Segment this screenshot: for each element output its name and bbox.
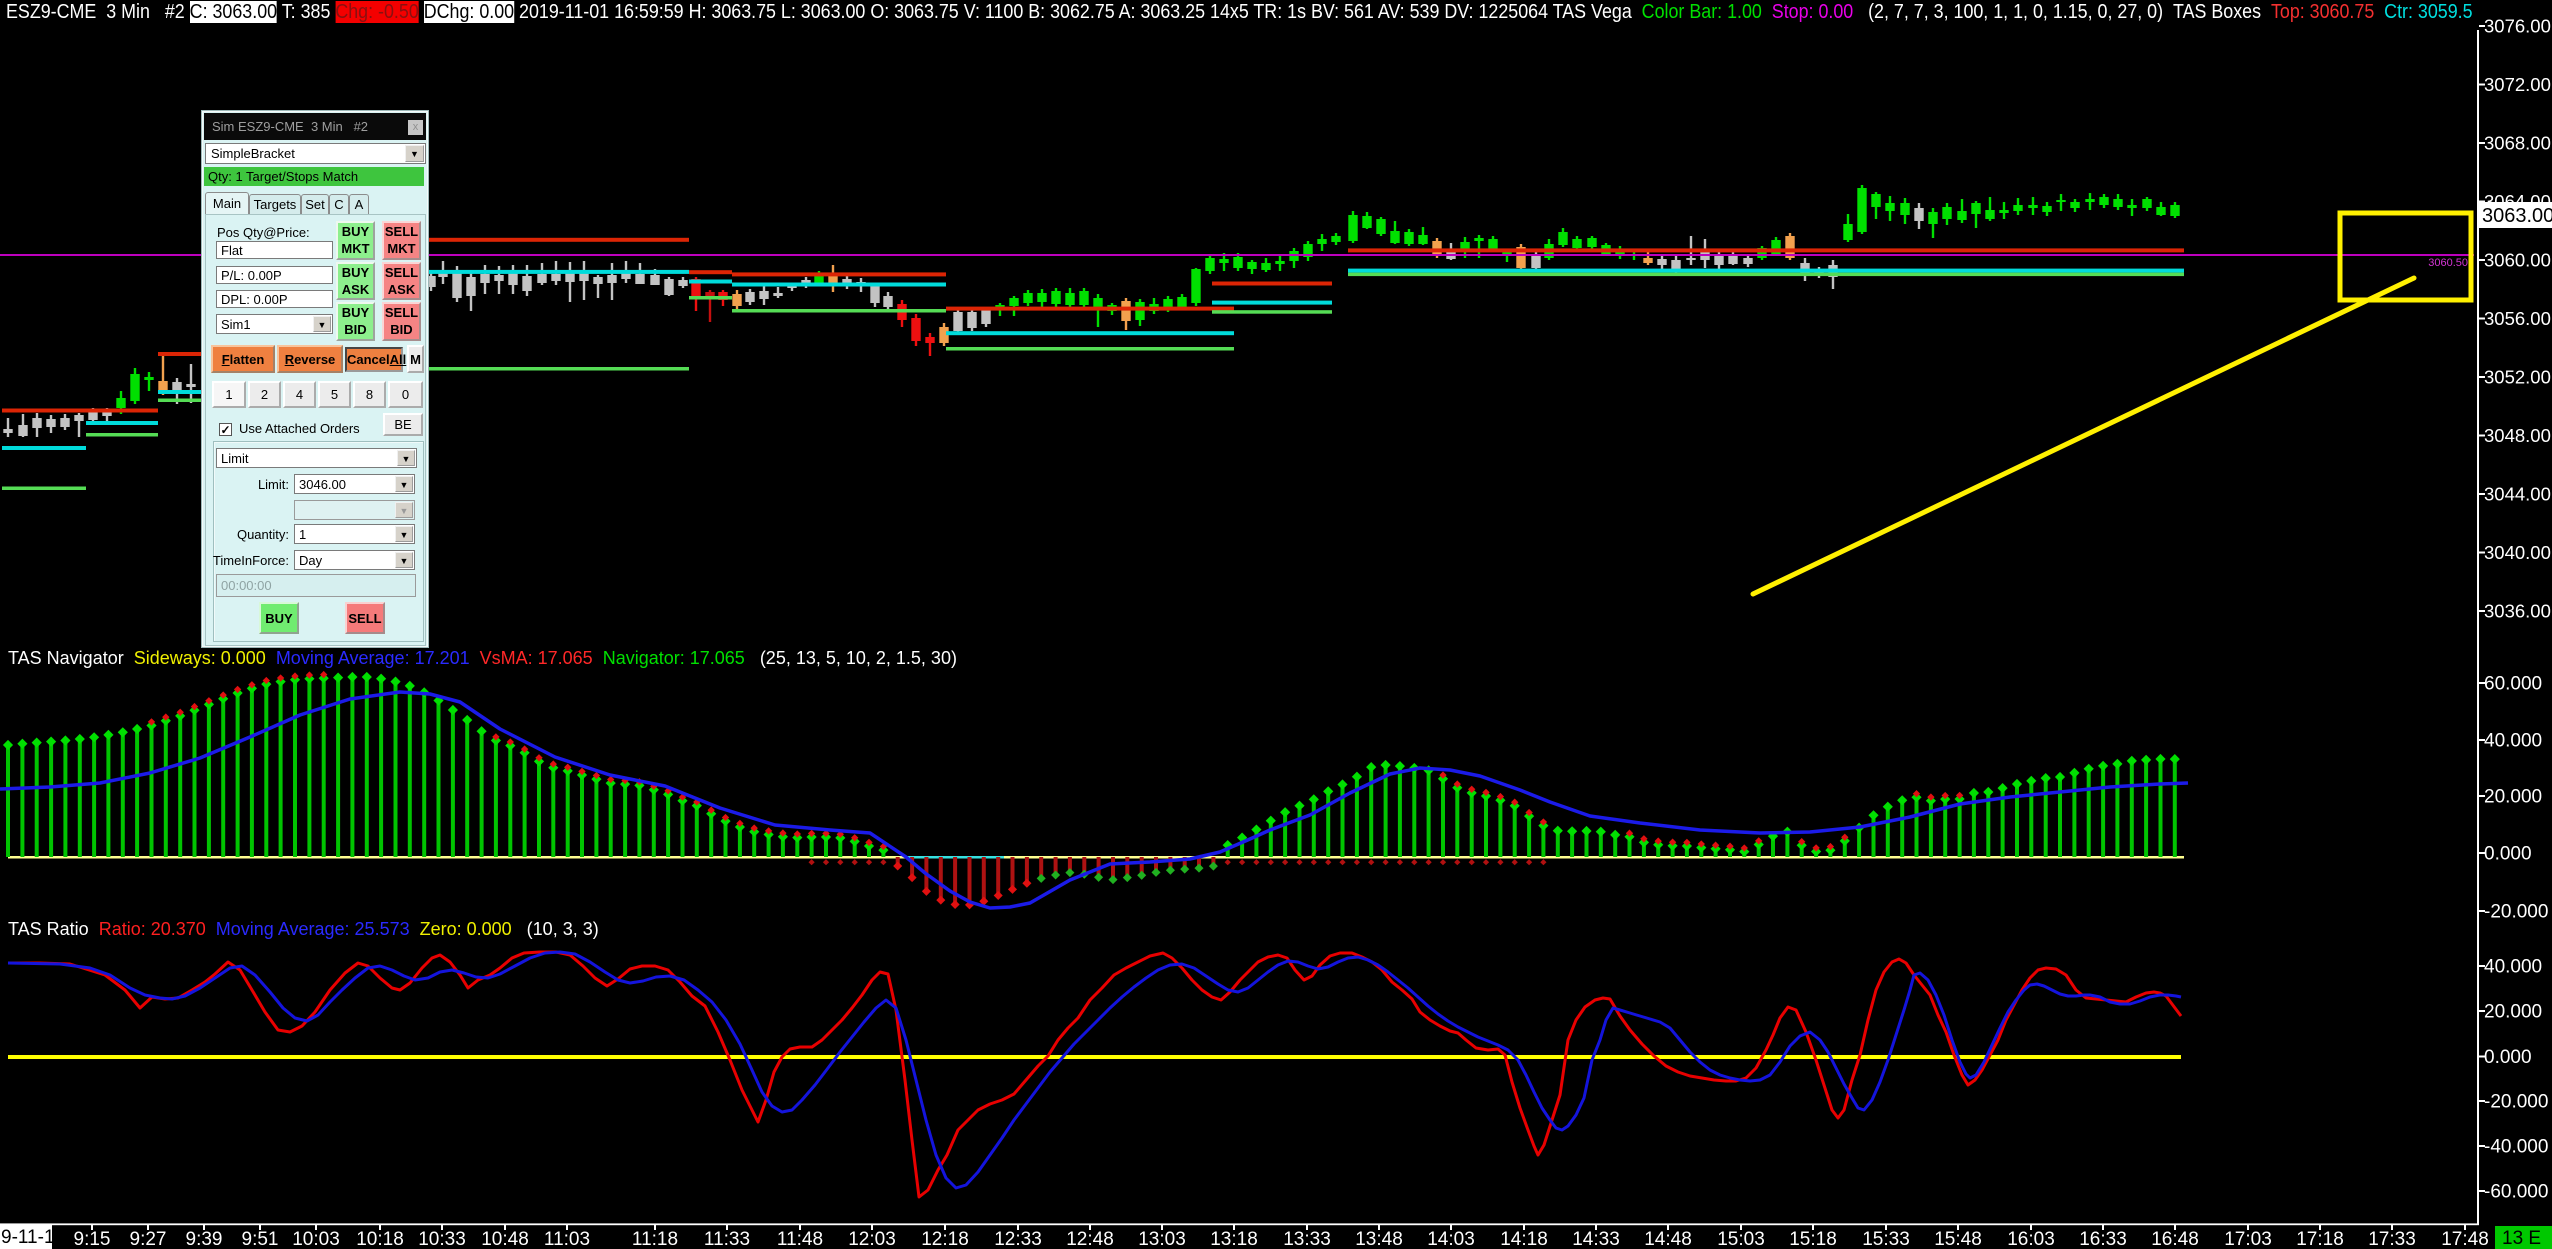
svg-text:13:18: 13:18 bbox=[1210, 1229, 1258, 1249]
svg-text:-20.000: -20.000 bbox=[2484, 1092, 2548, 1113]
svg-text:10:18: 10:18 bbox=[356, 1229, 404, 1249]
svg-text:3040.00: 3040.00 bbox=[2484, 542, 2551, 563]
svg-text:13:33: 13:33 bbox=[1283, 1229, 1331, 1249]
svg-text:-60.000: -60.000 bbox=[2484, 1182, 2548, 1203]
svg-text:14:33: 14:33 bbox=[1572, 1229, 1620, 1249]
svg-text:15:03: 15:03 bbox=[1717, 1229, 1765, 1249]
svg-text:12:48: 12:48 bbox=[1066, 1229, 1114, 1249]
svg-text:12:03: 12:03 bbox=[848, 1229, 896, 1249]
svg-text:11:03: 11:03 bbox=[544, 1229, 590, 1249]
svg-text:3036.00: 3036.00 bbox=[2484, 601, 2551, 622]
svg-text:15:48: 15:48 bbox=[1934, 1229, 1982, 1249]
svg-text:16:48: 16:48 bbox=[2151, 1229, 2199, 1249]
svg-text:12:18: 12:18 bbox=[921, 1229, 969, 1249]
svg-text:10:48: 10:48 bbox=[481, 1229, 529, 1249]
svg-text:16:33: 16:33 bbox=[2079, 1229, 2127, 1249]
svg-text:20.000: 20.000 bbox=[2484, 1002, 2542, 1023]
svg-text:13 E: 13 E bbox=[2502, 1228, 2541, 1249]
svg-text:3060.50: 3060.50 bbox=[2428, 257, 2468, 269]
svg-text:14:48: 14:48 bbox=[1644, 1229, 1692, 1249]
svg-text:9-11-1: 9-11-1 bbox=[1, 1227, 55, 1248]
svg-text:3056.00: 3056.00 bbox=[2484, 308, 2551, 329]
svg-text:17:33: 17:33 bbox=[2368, 1229, 2416, 1249]
svg-text:11:18: 11:18 bbox=[632, 1229, 678, 1249]
svg-text:40.000: 40.000 bbox=[2484, 957, 2542, 978]
svg-text:13:03: 13:03 bbox=[1138, 1229, 1186, 1249]
svg-text:9:27: 9:27 bbox=[130, 1229, 167, 1249]
svg-text:15:18: 15:18 bbox=[1789, 1229, 1837, 1249]
svg-text:3063.00: 3063.00 bbox=[2482, 205, 2552, 227]
svg-text:3052.00: 3052.00 bbox=[2484, 367, 2551, 388]
svg-text:12:33: 12:33 bbox=[994, 1229, 1042, 1249]
svg-text:11:33: 11:33 bbox=[704, 1229, 750, 1249]
svg-text:-20.000: -20.000 bbox=[2484, 902, 2548, 923]
svg-text:15:33: 15:33 bbox=[1862, 1229, 1910, 1249]
svg-text:3076.00: 3076.00 bbox=[2484, 16, 2551, 37]
svg-text:9:39: 9:39 bbox=[186, 1229, 223, 1249]
svg-text:14:18: 14:18 bbox=[1500, 1229, 1548, 1249]
svg-text:0.000: 0.000 bbox=[2484, 844, 2532, 865]
svg-text:20.000: 20.000 bbox=[2484, 787, 2542, 808]
svg-text:3044.00: 3044.00 bbox=[2484, 484, 2551, 505]
svg-text:17:03: 17:03 bbox=[2224, 1229, 2272, 1249]
svg-text:10:03: 10:03 bbox=[292, 1229, 340, 1249]
svg-text:3048.00: 3048.00 bbox=[2484, 425, 2551, 446]
svg-text:17:18: 17:18 bbox=[2296, 1229, 2344, 1249]
svg-text:3072.00: 3072.00 bbox=[2484, 74, 2551, 95]
svg-text:13:48: 13:48 bbox=[1355, 1229, 1403, 1249]
svg-text:3068.00: 3068.00 bbox=[2484, 133, 2551, 154]
svg-text:11:48: 11:48 bbox=[777, 1229, 823, 1249]
svg-text:17:48: 17:48 bbox=[2441, 1229, 2489, 1249]
svg-text:3060.00: 3060.00 bbox=[2484, 250, 2551, 271]
svg-text:9:51: 9:51 bbox=[242, 1229, 279, 1249]
svg-text:0.000: 0.000 bbox=[2484, 1047, 2532, 1068]
svg-text:9:15: 9:15 bbox=[74, 1229, 111, 1249]
svg-text:10:33: 10:33 bbox=[418, 1229, 466, 1249]
svg-text:40.000: 40.000 bbox=[2484, 731, 2542, 752]
svg-text:16:03: 16:03 bbox=[2007, 1229, 2055, 1249]
svg-text:-40.000: -40.000 bbox=[2484, 1137, 2548, 1158]
svg-text:14:03: 14:03 bbox=[1427, 1229, 1475, 1249]
svg-text:60.000: 60.000 bbox=[2484, 674, 2542, 695]
